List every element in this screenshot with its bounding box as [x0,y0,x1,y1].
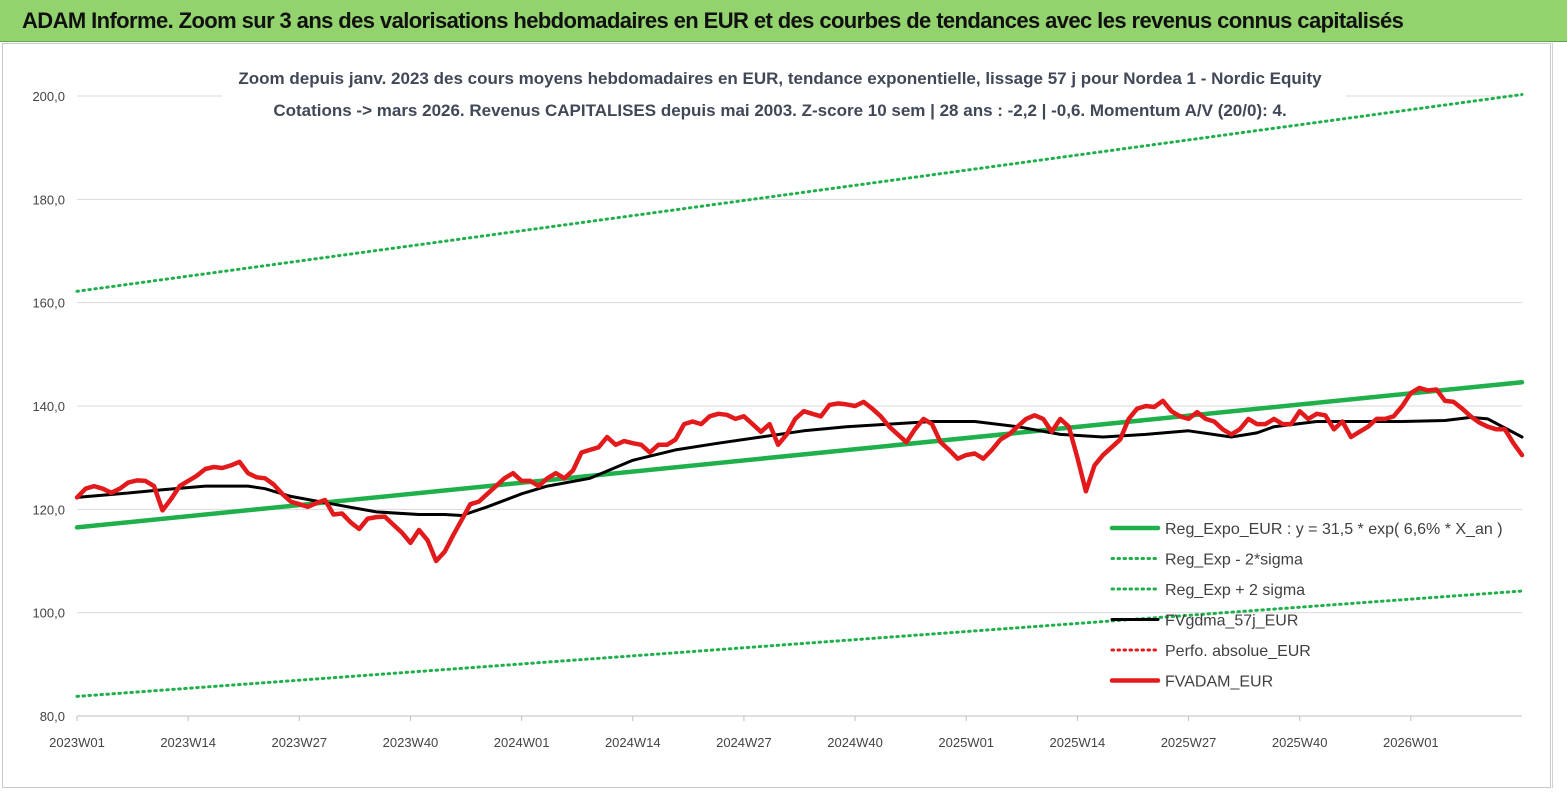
x-tick-label: 2025W01 [938,735,994,750]
series-lines [74,93,1525,698]
legend-label: FVgdma_57j_EUR [1165,613,1298,630]
x-tick-label: 2023W27 [271,735,327,750]
report-header: ADAM Informe. Zoom sur 3 ans des valoris… [0,0,1567,42]
series-line-1 [75,589,1524,698]
y-tick-label: 140,0 [32,399,65,414]
y-tick-label: 160,0 [32,296,65,311]
x-tick-label: 2024W40 [827,735,883,750]
x-tick-label: 2023W40 [383,735,439,750]
y-tick-label: 200,0 [32,89,65,104]
y-axis-ticks: 80,0 100,0 120,0 140,0 160,0 180,0 200,0 [32,89,65,724]
window-edge [1552,43,1567,788]
report-title: ADAM Informe. Zoom sur 3 ans des valoris… [22,8,1404,33]
x-tick-label: 2026W01 [1383,735,1439,750]
y-tick-label: 120,0 [32,502,65,517]
legend-label: Perfo. absolue_EUR [1165,643,1311,660]
legend-label: Reg_Exp + 2 sigma [1165,582,1305,599]
x-axis-ticks: 2023W01 2023W14 2023W27 2023W40 2024W01 2024W… [49,716,1439,750]
chart-subtitle-line1: Zoom depuis janv. 2023 des cours moyens … [238,69,1322,88]
series-line-5 [74,385,1525,564]
y-tick-label: 100,0 [32,606,65,621]
chart-frame [2,43,1551,788]
series-line-0 [74,379,1525,530]
x-tick-label: 2024W27 [716,735,772,750]
x-tick-label: 2024W01 [494,735,550,750]
x-tick-label: 2025W27 [1161,735,1217,750]
subtitle-background [222,64,1346,126]
x-tick-label: 2023W01 [49,735,105,750]
legend-label: FVADAM_EUR [1165,674,1273,691]
x-tick-label: 2024W14 [605,735,661,750]
series-line-3 [75,415,1524,517]
x-tick-label: 2023W14 [160,735,216,750]
legend: Reg_Expo_EUR : y = 31,5 * exp( 6,6% * X_… [1109,521,1503,691]
y-tick-label: 80,0 [40,709,65,724]
legend-label: Reg_Exp - 2*sigma [1165,552,1303,569]
chart-subtitle-line2: Cotations -> mars 2026. Revenus CAPITALI… [273,101,1286,120]
x-tick-label: 2025W14 [1050,735,1106,750]
legend-label: Reg_Expo_EUR : y = 31,5 * exp( 6,6% * X_… [1165,521,1503,538]
x-tick-label: 2025W40 [1272,735,1328,750]
y-tick-label: 180,0 [32,192,65,207]
